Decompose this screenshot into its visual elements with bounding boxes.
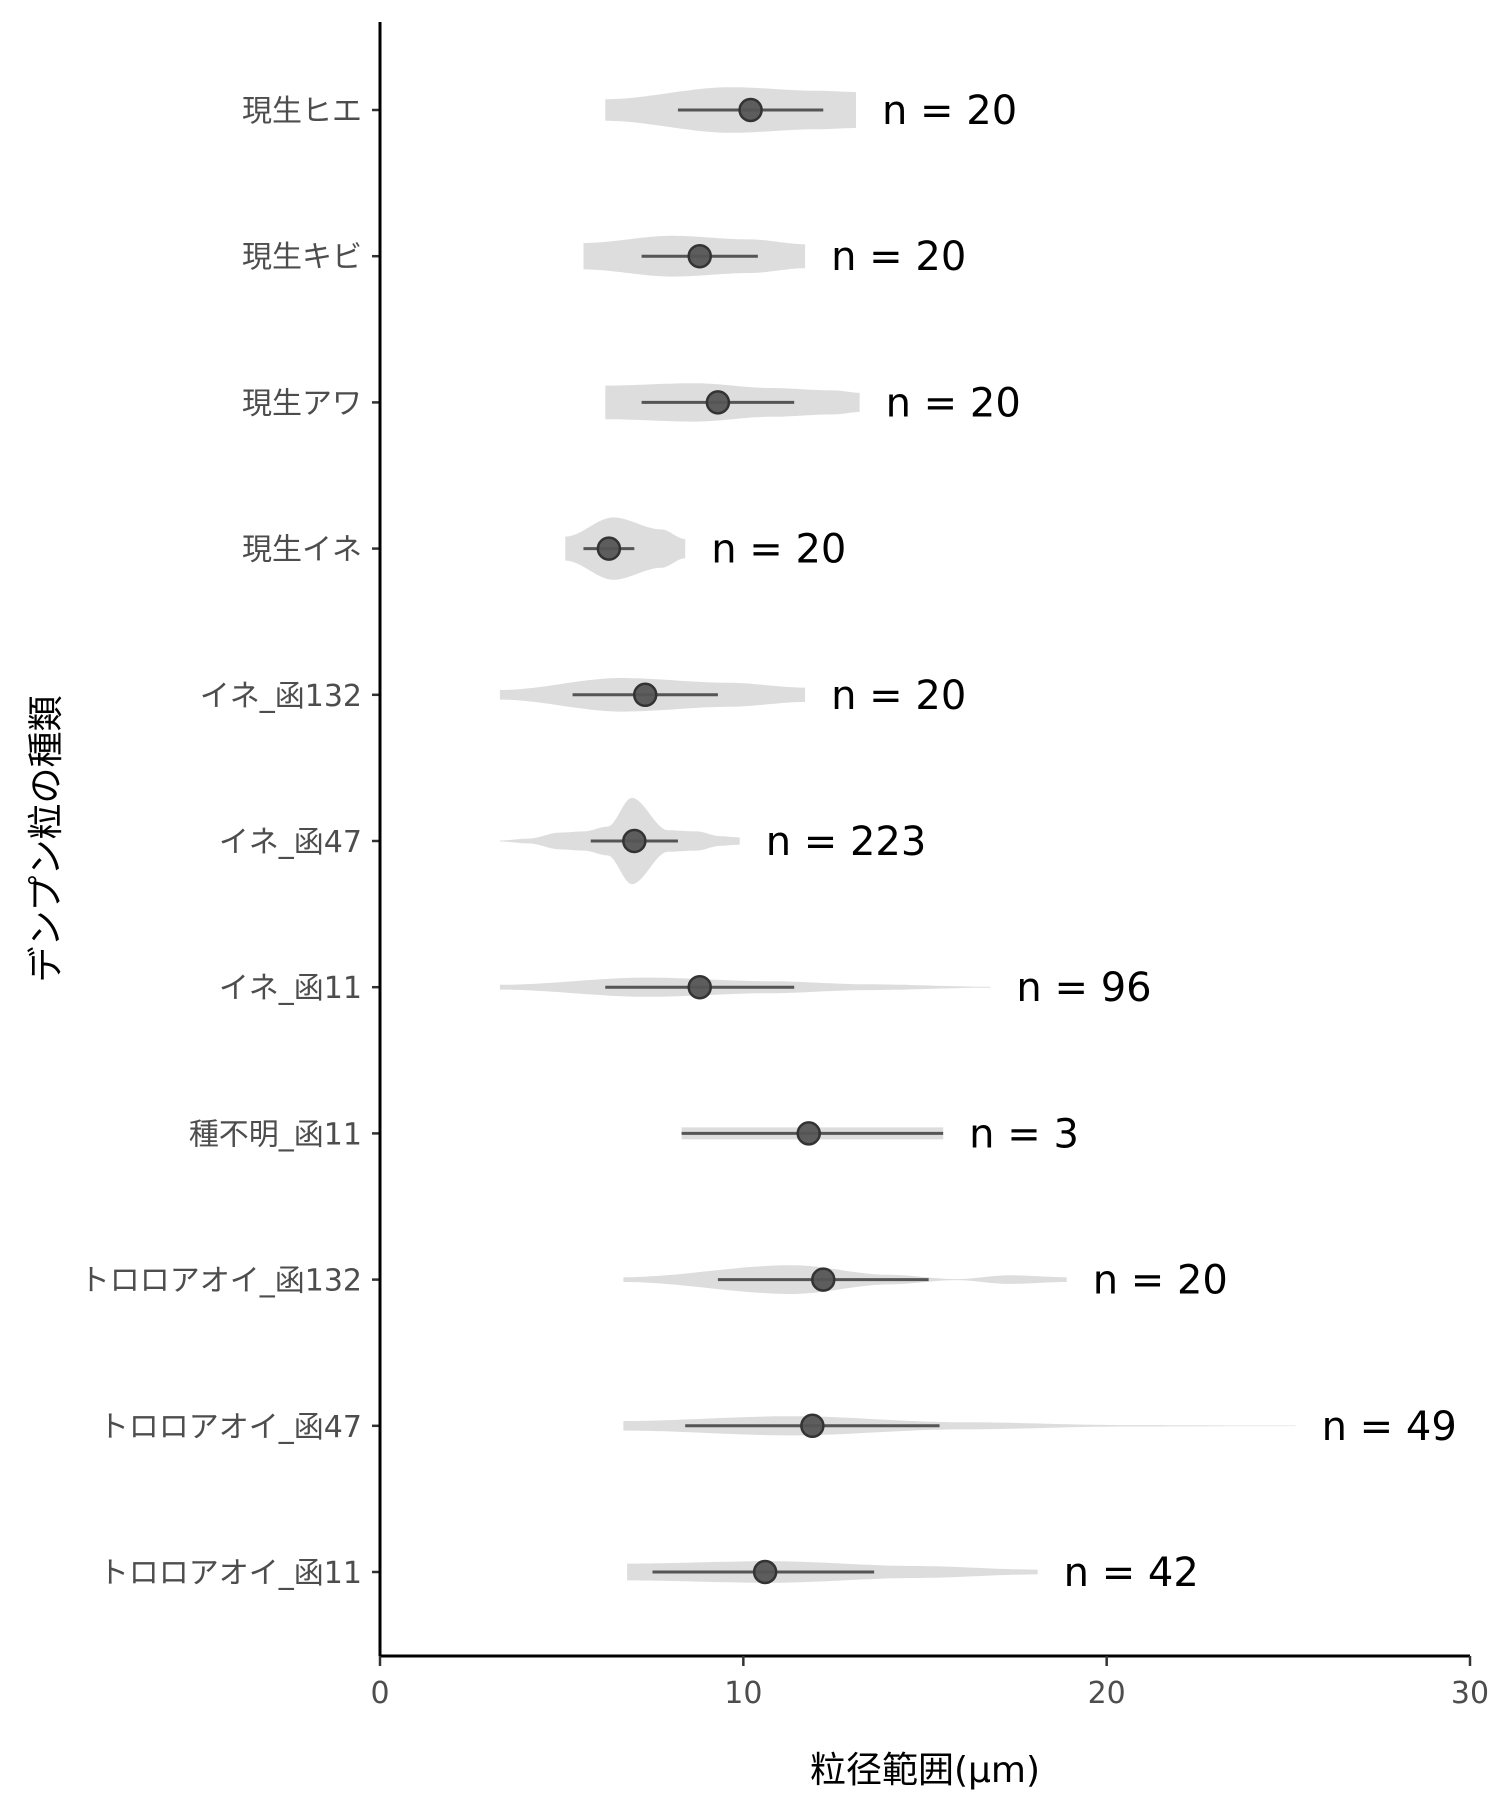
- x-tick-label: 30: [1451, 1676, 1489, 1711]
- category-label: イネ_函47: [219, 825, 362, 860]
- summary-layer: [572, 97, 944, 1585]
- mean-point: [622, 828, 647, 854]
- n-label: n = 20: [831, 673, 966, 719]
- category-label: 現生キビ: [242, 240, 362, 275]
- category-label: トロロアオイ_函11: [99, 1556, 362, 1591]
- mean-point: [738, 97, 763, 123]
- violin-shape: [623, 1416, 1296, 1436]
- category-label: トロロアオイ_函47: [99, 1410, 362, 1445]
- n-label: n = 96: [1016, 965, 1151, 1011]
- x-tick-label: 20: [1088, 1676, 1126, 1711]
- n-label: n = 20: [1093, 1258, 1228, 1304]
- category-label: 現生イネ: [242, 533, 362, 568]
- n-label: n = 20: [886, 380, 1021, 426]
- category-label: イネ_函132: [200, 679, 362, 714]
- mean-point: [811, 1267, 836, 1292]
- mean-point: [800, 1413, 825, 1439]
- x-axis-title: 粒径範囲(μm): [810, 1750, 1040, 1791]
- category-label: トロロアオイ_函132: [80, 1264, 362, 1299]
- n-label: n = 20: [882, 88, 1017, 134]
- y-axis-title: デンプン粒の種類: [26, 696, 67, 983]
- mean-point: [687, 974, 712, 1000]
- mean-point: [705, 390, 731, 415]
- category-label: 現生アワ: [242, 386, 362, 421]
- mean-point: [796, 1121, 821, 1146]
- mean-point: [752, 1559, 778, 1585]
- n-labels: n = 20 n = 20 n = 20 n = 20 n = 20 n = 223 n =…: [711, 88, 1457, 1596]
- category-label: イネ_函11: [219, 971, 362, 1006]
- category-label: 現生ヒエ: [242, 94, 362, 129]
- n-label: n = 20: [831, 234, 966, 280]
- n-label: n = 49: [1322, 1404, 1457, 1450]
- category-label: 種不明_函11: [189, 1117, 362, 1152]
- x-tick-label: 0: [370, 1676, 389, 1711]
- mean-point: [687, 243, 712, 269]
- n-label: n = 3: [969, 1111, 1079, 1157]
- x-tick-label: 10: [724, 1676, 762, 1711]
- n-label: n = 20: [711, 527, 846, 573]
- mean-point: [596, 536, 622, 561]
- x-axis-ticks: 0 10 20 30: [370, 1656, 1489, 1711]
- n-label: n = 42: [1064, 1550, 1199, 1596]
- n-label: n = 223: [766, 819, 927, 865]
- mean-point: [632, 682, 658, 708]
